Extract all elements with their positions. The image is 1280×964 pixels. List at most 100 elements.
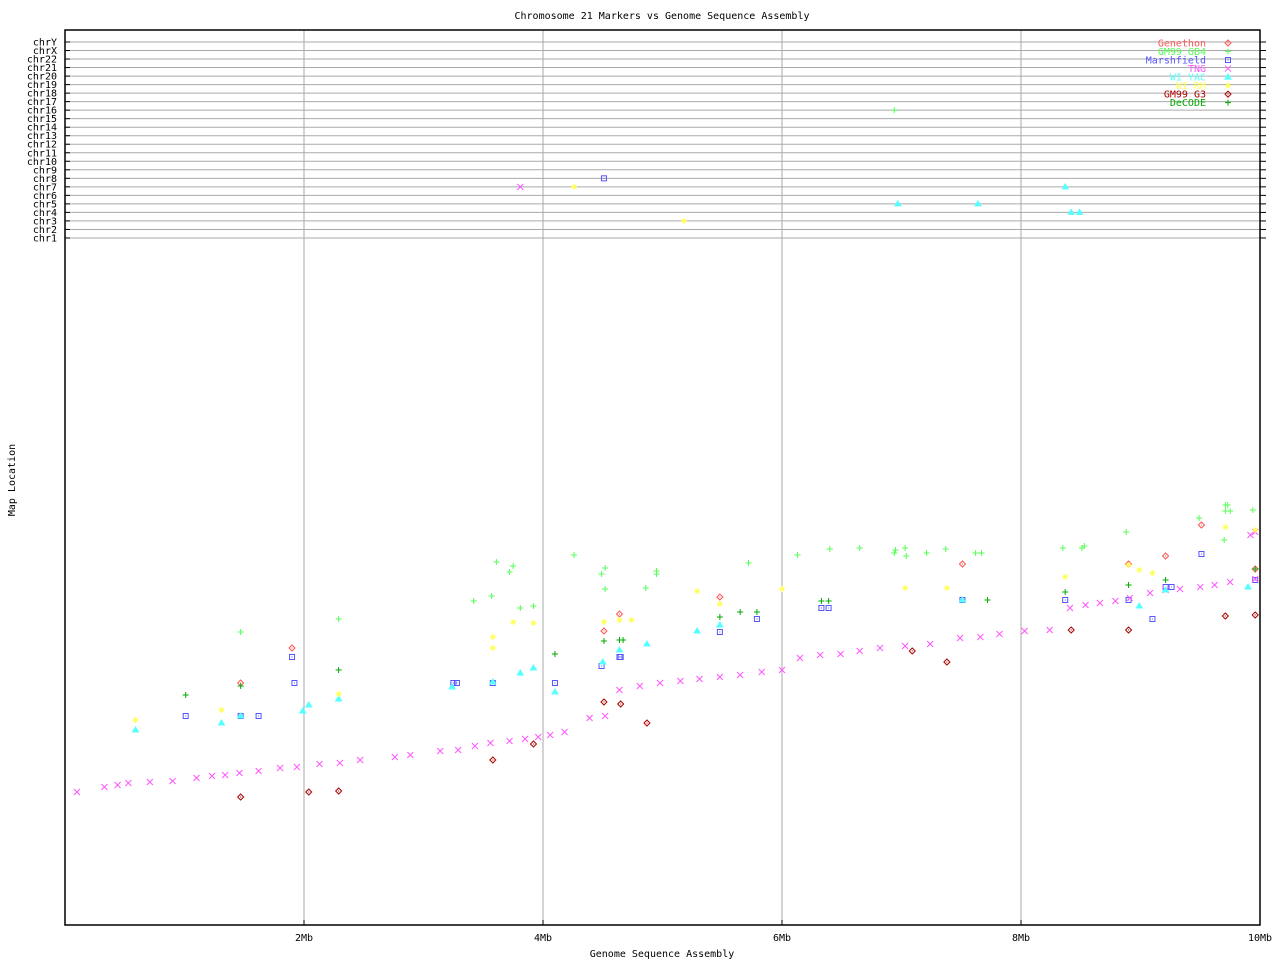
plus-marker (1252, 566, 1259, 572)
triangle-marker (715, 621, 724, 628)
asterisk-marker (1149, 570, 1156, 576)
square-marker (289, 654, 296, 660)
chr-label: chr22 (27, 55, 57, 66)
triangle-marker (1067, 208, 1076, 215)
cross-marker (1112, 597, 1119, 605)
cross-marker (193, 774, 200, 782)
plus-marker (237, 683, 244, 689)
plus-marker (335, 616, 342, 622)
triangle-marker (1061, 182, 1070, 190)
plus-marker (551, 651, 558, 657)
cross-marker (1021, 627, 1028, 635)
cross-marker (454, 746, 462, 754)
plus-marker (1249, 507, 1256, 513)
cross-marker (124, 779, 132, 787)
triangle-marker (958, 596, 967, 603)
asterisk-marker (943, 585, 950, 591)
plus-marker (571, 552, 578, 558)
cross-marker (1096, 599, 1104, 607)
legend-label: DeCODE (1170, 98, 1206, 109)
cross-marker (391, 753, 399, 761)
plus-marker (825, 598, 832, 604)
cross-marker (996, 630, 1003, 638)
chr-label: chr19 (27, 80, 57, 91)
chr-label: chr9 (33, 165, 57, 176)
plus-marker (602, 586, 609, 592)
diamond-marker (334, 787, 343, 795)
square-marker (1168, 584, 1175, 590)
triangle-marker (894, 199, 902, 207)
chr-label: chr3 (33, 216, 57, 227)
cross-marker (293, 763, 301, 771)
plus-marker (1162, 577, 1169, 583)
cross-marker (837, 650, 844, 658)
plus-marker (1221, 537, 1228, 543)
cross-marker (471, 742, 479, 750)
asterisk-marker (902, 585, 909, 591)
plus-marker (517, 605, 524, 611)
legend-label: GM99 G3 (1164, 90, 1206, 101)
diamond-marker (1124, 626, 1133, 634)
square-marker (600, 175, 607, 182)
asterisk-marker (530, 620, 537, 626)
triangle-marker (334, 695, 343, 702)
cross-marker (236, 769, 243, 777)
chr-label: chr4 (33, 208, 57, 219)
square-marker (716, 629, 723, 635)
cross-marker (1066, 604, 1074, 612)
cross-marker (758, 668, 766, 676)
square-marker (1062, 597, 1069, 603)
cross-marker (1224, 65, 1232, 72)
chr-label: chr18 (27, 89, 57, 100)
cross-marker (977, 633, 984, 641)
cross-marker (656, 679, 664, 687)
cross-marker (506, 737, 513, 745)
cross-marker (926, 640, 934, 648)
plus-marker (1224, 502, 1231, 508)
triangle-marker (693, 627, 702, 634)
plus-marker (237, 629, 244, 635)
triangle-marker (298, 707, 307, 714)
diamond-marker (958, 560, 967, 568)
chr-label: chr15 (27, 114, 57, 125)
plus-marker (1225, 48, 1231, 55)
diamond-marker (908, 647, 916, 655)
series-wi-yac (131, 182, 1252, 733)
square-marker (1252, 577, 1259, 583)
legend-label: WI RH (1176, 81, 1206, 92)
asterisk-marker (1062, 574, 1069, 580)
triangle-marker (516, 669, 525, 676)
plus-marker (891, 107, 898, 114)
cross-marker (616, 686, 623, 694)
plus-marker (493, 559, 500, 565)
plus-marker (598, 571, 605, 577)
triangle-marker (974, 199, 982, 207)
plus-marker (1123, 529, 1130, 535)
plus-marker (903, 553, 910, 559)
diamond-marker (1161, 552, 1170, 560)
plus-marker (984, 597, 991, 603)
cross-marker (316, 760, 323, 768)
plus-marker (892, 547, 899, 553)
plus-marker (737, 609, 744, 615)
diamond-marker (616, 700, 625, 708)
diamond-marker (1224, 39, 1232, 47)
triangle-marker (217, 719, 226, 726)
square-marker (1198, 551, 1205, 557)
series-marshfield (182, 175, 1259, 719)
plus-marker (923, 550, 930, 556)
triangle-marker (615, 646, 624, 653)
chr-label: chr1 (33, 233, 57, 244)
plus-marker (818, 598, 825, 604)
x-tick-label: 2Mb (295, 933, 313, 944)
diamond-marker (1251, 611, 1259, 619)
x-tick-label: 10Mb (1248, 933, 1272, 944)
plus-marker (1062, 589, 1069, 595)
cross-marker (101, 783, 108, 791)
cross-marker (796, 654, 804, 662)
series-gm99-gb4 (237, 107, 1256, 635)
square-marker (1225, 57, 1231, 64)
plus-marker (642, 585, 649, 591)
square-marker (291, 680, 298, 686)
triangle-marker (236, 712, 245, 719)
